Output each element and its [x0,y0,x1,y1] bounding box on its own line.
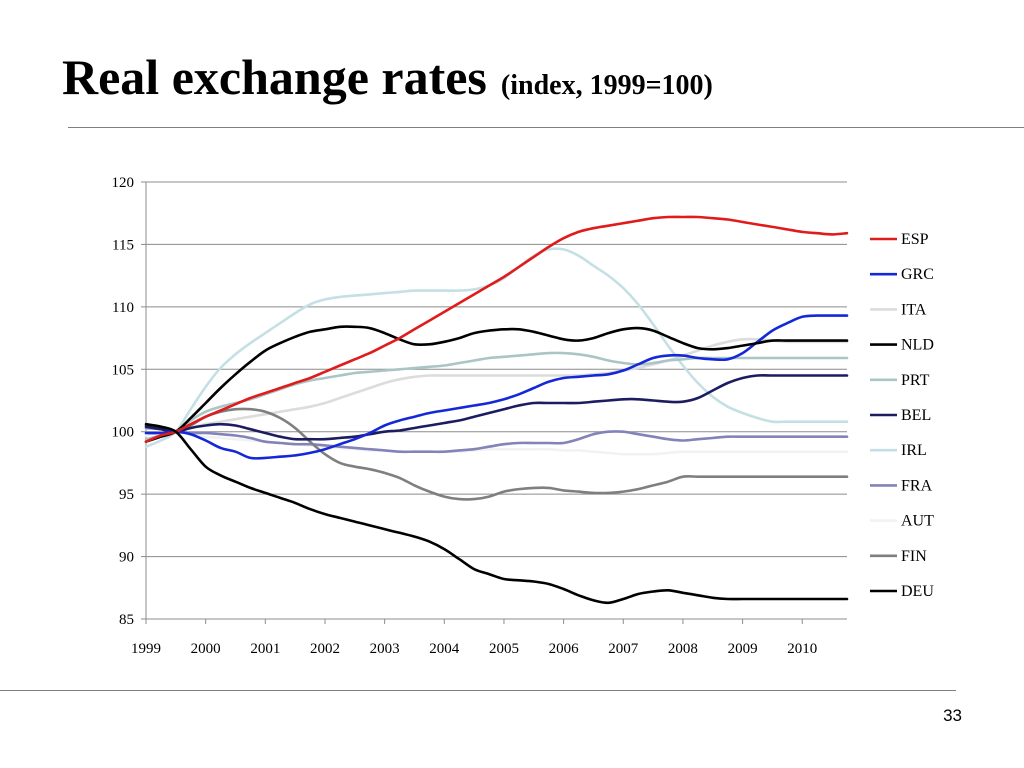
y-tick-label-100: 100 [112,425,135,441]
series-line-fin [144,407,849,501]
legend-label-fra: FRA [901,477,933,494]
legend-label-ita: ITA [901,301,927,318]
x-tick-label-2006: 2006 [549,641,580,657]
x-tick-label-2001: 2001 [250,641,280,657]
series-line-grc [144,314,849,460]
series-line-bel [144,374,849,441]
series-line-ita [144,337,849,433]
x-tick-label-2009: 2009 [728,641,758,657]
x-tick-label-2008: 2008 [668,641,698,657]
y-tick-label-85: 85 [119,612,134,628]
slide-title-main: Real exchange rates [62,49,487,105]
legend-label-bel: BEL [901,407,931,424]
chart-axes [141,181,847,624]
x-tick-label-2002: 2002 [310,641,340,657]
title-divider [68,127,1024,128]
chart-tick-labels: 85 90 95 100 105 110 115 120 1999 2000 2001 2002 200… [112,175,818,657]
y-tick-label-120: 120 [112,175,135,191]
x-tick-label-2007: 2007 [608,641,639,657]
x-tick-label-2004: 2004 [429,641,460,657]
legend-label-esp: ESP [901,231,929,248]
slide-title-subtitle: (index, 1999=100) [500,70,713,101]
y-tick-label-95: 95 [119,487,134,503]
legend-label-deu: DEU [901,583,934,600]
x-tick-label-2003: 2003 [370,641,400,657]
footer-divider [0,690,956,691]
legend-label-irl: IRL [901,442,927,459]
x-tick-label-2005: 2005 [489,641,519,657]
series-line-nld [144,325,849,443]
series-line-esp [144,215,849,443]
series-line-fra [144,426,849,454]
legend-label-fin: FIN [901,548,927,565]
series-line-aut [144,430,849,456]
x-tick-label-1999: 1999 [131,641,161,657]
chart-gridlines [146,181,847,558]
x-tick-label-2010: 2010 [787,641,817,657]
slide-title: Real exchange rates (index, 1999=100) [62,48,713,106]
chart-series-lines [144,215,849,605]
series-line-deu [144,422,849,605]
page-number: 33 [943,706,962,725]
y-tick-label-115: 115 [112,237,134,253]
legend-label-nld: NLD [901,337,934,354]
legend-label-prt: PRT [901,372,930,389]
x-tick-label-2000: 2000 [191,641,221,657]
y-tick-label-110: 110 [112,300,134,316]
series-line-prt [144,351,849,441]
legend-label-aut: AUT [901,513,934,530]
y-tick-label-90: 90 [119,550,134,566]
chart-legend: ESP GRC ITA NLD PRT BEL IRL FRA AUT FIN DEU [870,231,934,600]
legend-label-grc: GRC [901,266,934,283]
y-tick-label-105: 105 [112,362,135,378]
